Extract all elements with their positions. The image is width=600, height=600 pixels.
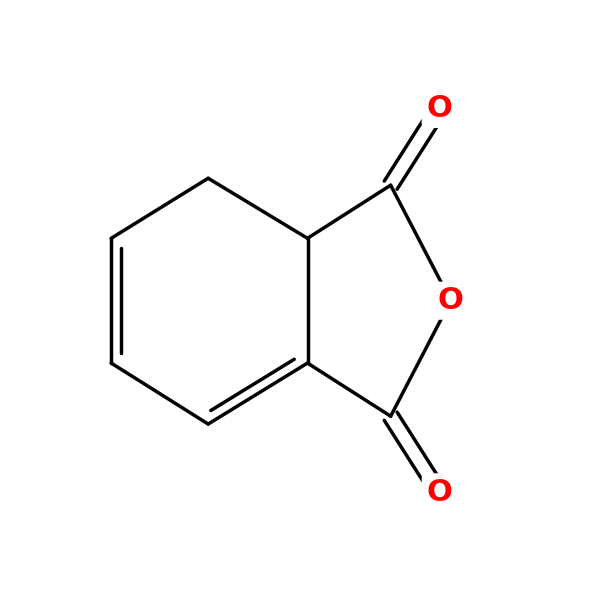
Text: O: O xyxy=(426,478,452,507)
Text: O: O xyxy=(426,94,452,124)
Text: O: O xyxy=(438,286,464,315)
